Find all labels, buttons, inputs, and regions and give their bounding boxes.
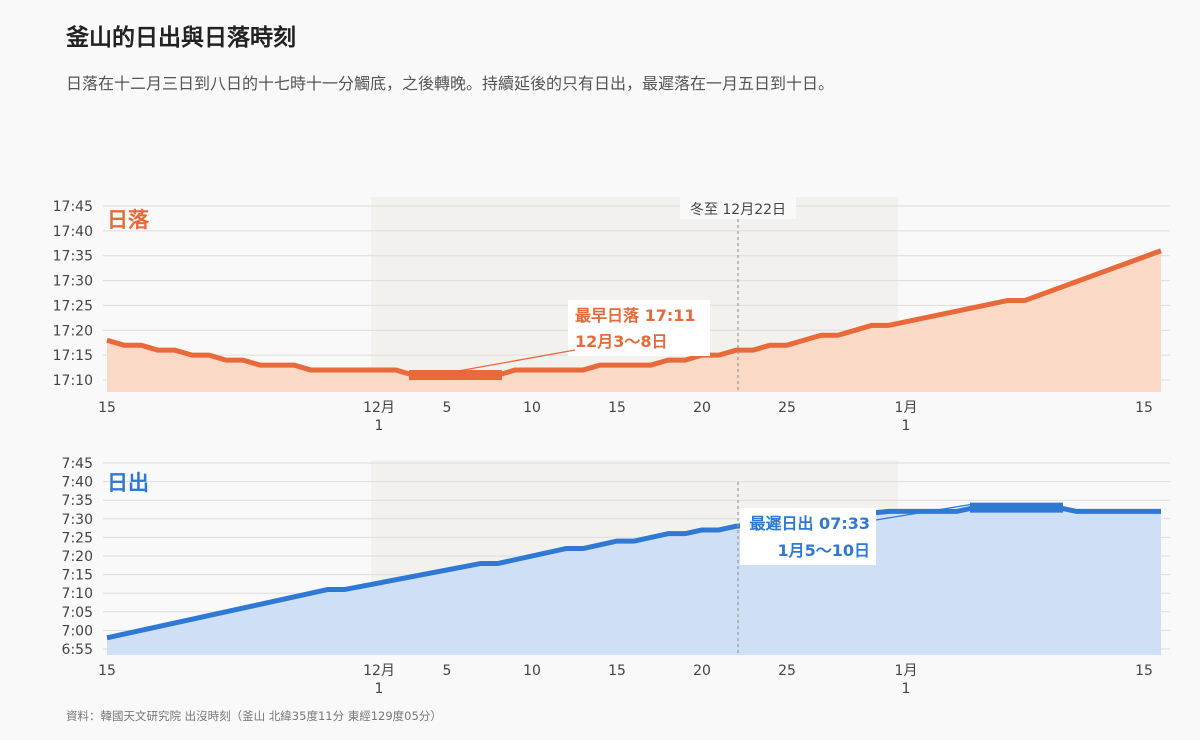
y-tick-label: 6:55 [62, 642, 93, 658]
y-tick-label: 7:15 [62, 568, 93, 584]
series-line [106, 248, 1162, 378]
annotation-box [568, 300, 710, 356]
y-tick-label: 17:20 [53, 323, 93, 339]
series-label: 日落 [107, 208, 150, 232]
x-tick-label: 5 [443, 663, 452, 679]
x-tick-label: 15 [608, 400, 626, 416]
x-tick-label: 10 [523, 400, 541, 416]
solstice-label-bg [680, 197, 796, 219]
x-tick-label: 15 [1135, 663, 1153, 679]
annotation-line1: 最早日落 17:11 [575, 306, 696, 325]
x-tick-sublabel: 1 [902, 418, 911, 434]
chart-subtitle: 日落在十二月三日到八日的十七時十一分觸底，之後轉晚。持續延後的只有日出，最遲落在… [66, 74, 835, 93]
chart-title: 釜山的日出與日落時刻 [66, 25, 296, 51]
x-tick-label: 1月 [895, 663, 918, 679]
y-tick-label: 7:05 [62, 605, 93, 621]
x-tick-label: 20 [693, 400, 711, 416]
x-tick-label: 25 [778, 663, 796, 679]
series-area [107, 507, 1161, 655]
x-tick-label: 15 [98, 400, 116, 416]
annotation-box [740, 508, 876, 565]
series-area [107, 250, 1161, 392]
y-tick-label: 7:40 [62, 475, 93, 491]
y-tick-label: 7:25 [62, 530, 93, 546]
y-tick-label: 17:25 [53, 298, 93, 314]
annotation-line2: 1月5～10日 [777, 541, 870, 560]
y-tick-label: 17:45 [53, 199, 93, 215]
y-tick-label: 17:35 [53, 249, 93, 265]
x-tick-label: 5 [443, 400, 452, 416]
y-tick-label: 17:15 [53, 348, 93, 364]
x-tick-label: 15 [608, 663, 626, 679]
annotation-leader [457, 349, 576, 372]
x-tick-sublabel: 1 [375, 681, 384, 697]
y-tick-label: 7:10 [62, 586, 93, 602]
annotation-line2: 12月3～8日 [575, 332, 668, 351]
y-tick-label: 7:45 [62, 456, 93, 472]
source-note: 資料：韓國天文研究院 出沒時刻（釜山 北緯35度11分 東經129度05分） [66, 709, 442, 723]
series-label: 日出 [107, 471, 149, 495]
y-tick-label: 7:30 [62, 512, 93, 528]
y-tick-label: 17:30 [53, 274, 93, 290]
x-tick-label: 15 [98, 663, 116, 679]
y-tick-label: 7:00 [62, 623, 93, 639]
annotation-line1: 最遲日出 07:33 [749, 514, 870, 533]
y-tick-label: 17:10 [53, 373, 93, 389]
x-tick-label: 20 [693, 663, 711, 679]
y-tick-label: 17:40 [53, 224, 93, 240]
annotation-leader [875, 502, 977, 521]
x-tick-label: 12月 [363, 663, 395, 679]
y-tick-label: 7:35 [62, 493, 93, 509]
extreme-highlight [970, 502, 1063, 513]
x-tick-label: 10 [523, 663, 541, 679]
x-tick-label: 15 [1135, 400, 1153, 416]
x-tick-sublabel: 1 [375, 418, 384, 434]
solstice-label: 冬至 12月22日 [690, 202, 786, 218]
x-tick-label: 12月 [363, 400, 395, 416]
panel-sunrise: 6:55 7:00 7:05 7:10 7:15 7:20 7:25 7:30 7:35 7:40… [62, 456, 1170, 697]
y-tick-label: 7:20 [62, 549, 93, 565]
x-tick-sublabel: 1 [902, 681, 911, 697]
extreme-highlight [409, 370, 502, 381]
panel-sunset: 17:10 17:15 17:20 17:25 17:30 17:35 17:40 17:45… [53, 197, 1170, 434]
x-tick-label: 25 [778, 400, 796, 416]
x-tick-label: 1月 [895, 400, 918, 416]
